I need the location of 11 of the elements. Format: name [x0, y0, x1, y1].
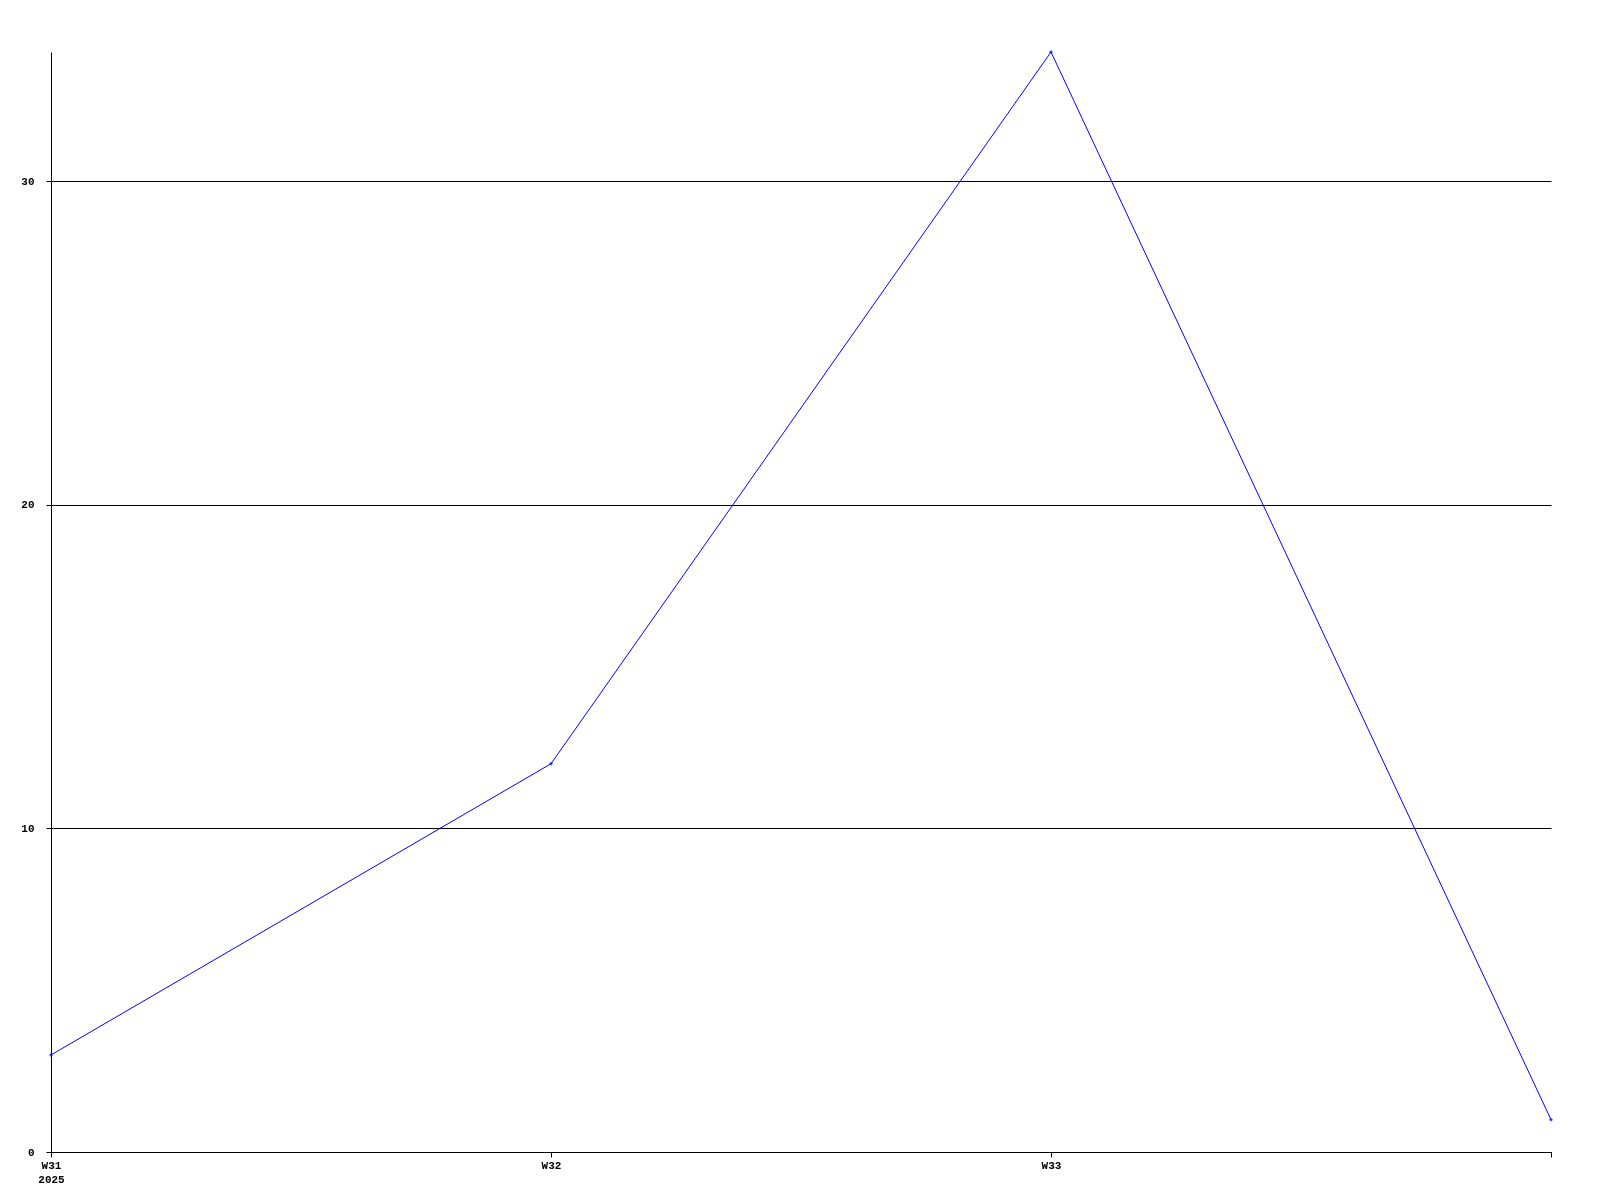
- y-tick-label: 20: [21, 499, 35, 512]
- y-tick-label: 10: [21, 822, 35, 835]
- x-tick-label: W33: [1041, 1159, 1062, 1172]
- point: [549, 761, 553, 766]
- y-tick-label: 30: [21, 175, 35, 188]
- point: [1049, 50, 1053, 54]
- x-tick-label: W32: [541, 1159, 562, 1172]
- y-tick-label: 0: [27, 1146, 35, 1159]
- point: [1549, 1117, 1553, 1122]
- x-tick-label: W31 2025: [38, 1159, 66, 1186]
- point: [49, 1052, 53, 1057]
